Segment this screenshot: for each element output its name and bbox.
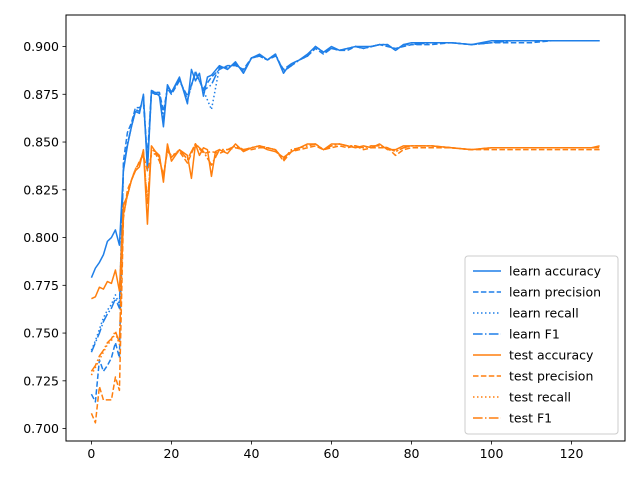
x-tick-label: 100 <box>480 446 504 461</box>
series-line-test-f1 <box>90 143 600 372</box>
legend-label-learn-f1: learn F1 <box>509 327 560 342</box>
legend-label-test-f1: test F1 <box>509 411 552 426</box>
x-tick-label: 120 <box>560 446 584 461</box>
legend-label-learn-recall: learn recall <box>509 306 579 321</box>
y-tick-label: 0.725 <box>23 373 59 388</box>
x-tick-label: 20 <box>163 446 179 461</box>
x-tick-label: 80 <box>404 446 420 461</box>
legend-label-test-accuracy: test accuracy <box>509 348 594 363</box>
legend-label-learn-accuracy: learn accuracy <box>509 264 602 279</box>
legend: learn accuracy learn precision learn recal… <box>464 255 619 435</box>
legend-label-test-precision: test precision <box>509 369 593 384</box>
y-tick-label: 0.825 <box>23 182 59 197</box>
y-tick-label: 0.750 <box>23 326 59 341</box>
x-tick-label: 40 <box>244 446 260 461</box>
axes-frame <box>65 14 626 442</box>
y-tick-label: 0.700 <box>23 421 59 436</box>
y-tick-label: 0.900 <box>23 39 59 54</box>
y-tick-label: 0.850 <box>23 135 59 150</box>
series-line-learn-f1 <box>90 40 600 353</box>
series-layer <box>90 40 600 424</box>
y-tick-label: 0.775 <box>23 278 59 293</box>
x-tick-label: 60 <box>324 446 340 461</box>
ticks-layer: 0 20 40 60 80 100 120 0.700 0.725 0.750 0.775 0.800… <box>23 39 583 461</box>
legend-label-test-recall: test recall <box>509 390 571 405</box>
y-tick-label: 0.800 <box>23 230 59 245</box>
x-tick-label: 0 <box>87 446 95 461</box>
legend-label-learn-precision: learn precision <box>509 285 601 300</box>
y-tick-label: 0.875 <box>23 87 59 102</box>
legend-box <box>464 255 619 435</box>
